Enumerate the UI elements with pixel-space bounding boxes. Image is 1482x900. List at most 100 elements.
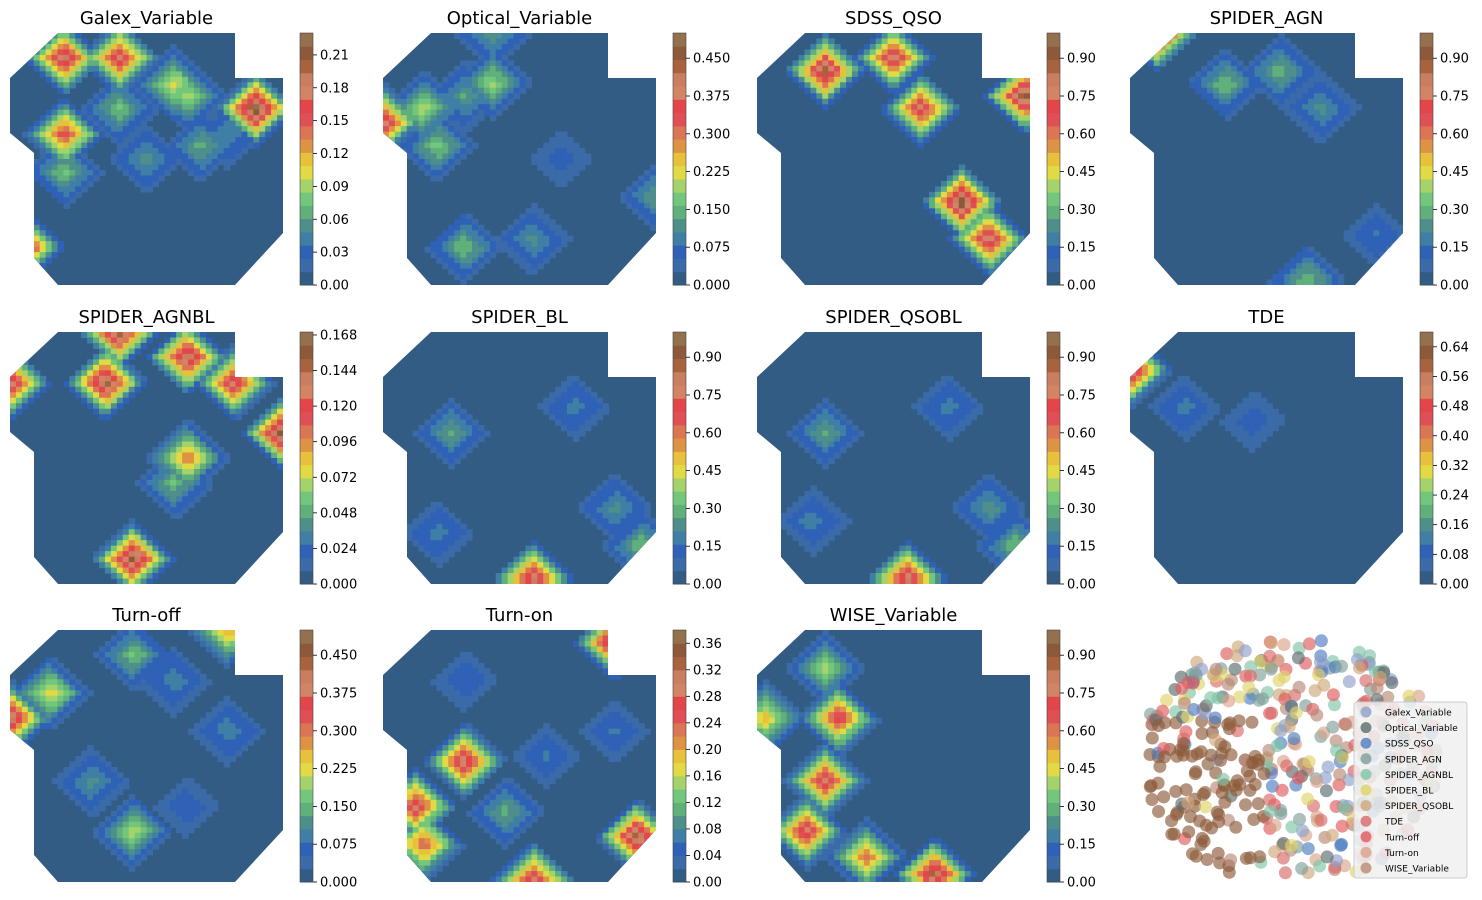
contour-cell bbox=[1278, 104, 1285, 111]
contour-cell bbox=[87, 49, 94, 56]
colorbar-tick-label: 0.06 bbox=[320, 213, 349, 228]
contour-cell bbox=[1171, 419, 1179, 426]
contour-cell bbox=[134, 87, 142, 94]
contour-cell bbox=[1242, 441, 1250, 448]
contour-cell bbox=[182, 98, 189, 105]
contour-cell bbox=[122, 33, 130, 40]
contour-cell bbox=[964, 235, 972, 242]
contour-cell bbox=[104, 348, 112, 355]
contour-cell bbox=[566, 375, 574, 382]
contour-cell bbox=[1189, 392, 1196, 399]
contour-cell bbox=[608, 523, 616, 530]
contour-cell bbox=[241, 142, 248, 149]
contour-cell bbox=[69, 772, 76, 779]
contour-cell bbox=[1153, 33, 1161, 40]
contour-cell bbox=[964, 490, 972, 497]
contour-cell bbox=[170, 153, 177, 160]
contour-cell bbox=[1207, 414, 1214, 421]
colorbar-level bbox=[1047, 72, 1060, 87]
contour-cell bbox=[454, 447, 461, 454]
panel-title: SPIDER_QSOBL bbox=[825, 307, 961, 328]
contour-cell bbox=[10, 734, 17, 741]
contour-cell bbox=[590, 490, 598, 497]
contour-cell bbox=[104, 364, 112, 371]
contour-cell bbox=[483, 43, 491, 51]
contour-cell bbox=[994, 219, 1001, 226]
contour-cell bbox=[1000, 512, 1007, 519]
contour-cell bbox=[1130, 43, 1137, 51]
contour-cell bbox=[69, 381, 76, 388]
contour-cell bbox=[976, 485, 984, 492]
contour-cell bbox=[241, 115, 248, 122]
contour-cell bbox=[448, 252, 455, 259]
contour-cell bbox=[21, 739, 29, 746]
contour-cell bbox=[1000, 545, 1007, 552]
contour-cell bbox=[93, 49, 100, 56]
contour-cell bbox=[448, 268, 455, 275]
colorbar-tick-label: 0.12 bbox=[320, 147, 349, 162]
contour-cell bbox=[1159, 54, 1167, 61]
contour-cell bbox=[893, 87, 901, 94]
contour-cell bbox=[128, 98, 136, 105]
contour-cell bbox=[146, 479, 154, 486]
contour-cell bbox=[116, 567, 124, 574]
contour-cell bbox=[525, 257, 532, 264]
contour-cell bbox=[946, 175, 954, 182]
contour-cell bbox=[994, 246, 1001, 253]
contour-cell bbox=[45, 65, 53, 72]
contour-cell bbox=[1367, 241, 1374, 248]
contour-cell bbox=[958, 213, 966, 220]
contour-cell bbox=[566, 169, 574, 177]
colorbar-level bbox=[673, 59, 686, 74]
colorbar-level bbox=[1420, 72, 1433, 87]
contour-cell bbox=[69, 766, 76, 774]
contour-cell bbox=[905, 93, 912, 100]
contour-cell bbox=[436, 153, 443, 160]
contour-cell bbox=[1024, 551, 1030, 558]
contour-cell bbox=[1024, 65, 1030, 72]
contour-cell bbox=[1230, 430, 1238, 437]
contour-cell bbox=[1159, 49, 1167, 56]
contour-cell bbox=[128, 38, 136, 45]
contour-cell bbox=[460, 60, 467, 67]
contour-cell bbox=[816, 419, 823, 426]
contour-cell bbox=[929, 578, 936, 584]
contour-cell bbox=[1153, 408, 1161, 415]
contour-cell bbox=[1147, 49, 1155, 56]
contour-cell bbox=[952, 397, 960, 404]
contour-cell bbox=[917, 98, 924, 105]
contour-cell bbox=[442, 430, 449, 437]
contour-cell bbox=[1319, 274, 1327, 281]
contour-cell bbox=[170, 375, 177, 382]
contour-cell bbox=[1278, 87, 1285, 94]
contour-cell bbox=[116, 109, 124, 116]
contour-cell bbox=[247, 436, 254, 443]
contour-cell bbox=[448, 159, 455, 166]
contour-cell bbox=[211, 463, 219, 470]
colorbar-level bbox=[1047, 178, 1060, 193]
contour-cell bbox=[626, 567, 633, 574]
contour-cell bbox=[265, 82, 272, 89]
contour-cell bbox=[454, 33, 461, 40]
contour-cell bbox=[128, 49, 136, 56]
contour-cell bbox=[436, 148, 443, 155]
contour-cell bbox=[952, 235, 960, 242]
contour-cell bbox=[128, 799, 136, 806]
contour-cell bbox=[602, 523, 610, 530]
panel-title: SDSS_QSO bbox=[845, 8, 942, 29]
contour-cell bbox=[875, 65, 883, 72]
contour-cell bbox=[217, 109, 225, 116]
contour-cell bbox=[134, 98, 142, 105]
contour-cell bbox=[976, 545, 984, 552]
contour-cell bbox=[21, 386, 29, 393]
contour-cell bbox=[128, 865, 136, 872]
contour-cell bbox=[1391, 219, 1398, 226]
contour-cell bbox=[69, 54, 76, 61]
contour-cell bbox=[602, 545, 610, 552]
contour-cell bbox=[51, 679, 59, 686]
contour-cell bbox=[188, 142, 195, 149]
contour-cell bbox=[994, 82, 1001, 89]
contour-cell bbox=[87, 690, 94, 697]
contour-cell bbox=[810, 65, 817, 72]
